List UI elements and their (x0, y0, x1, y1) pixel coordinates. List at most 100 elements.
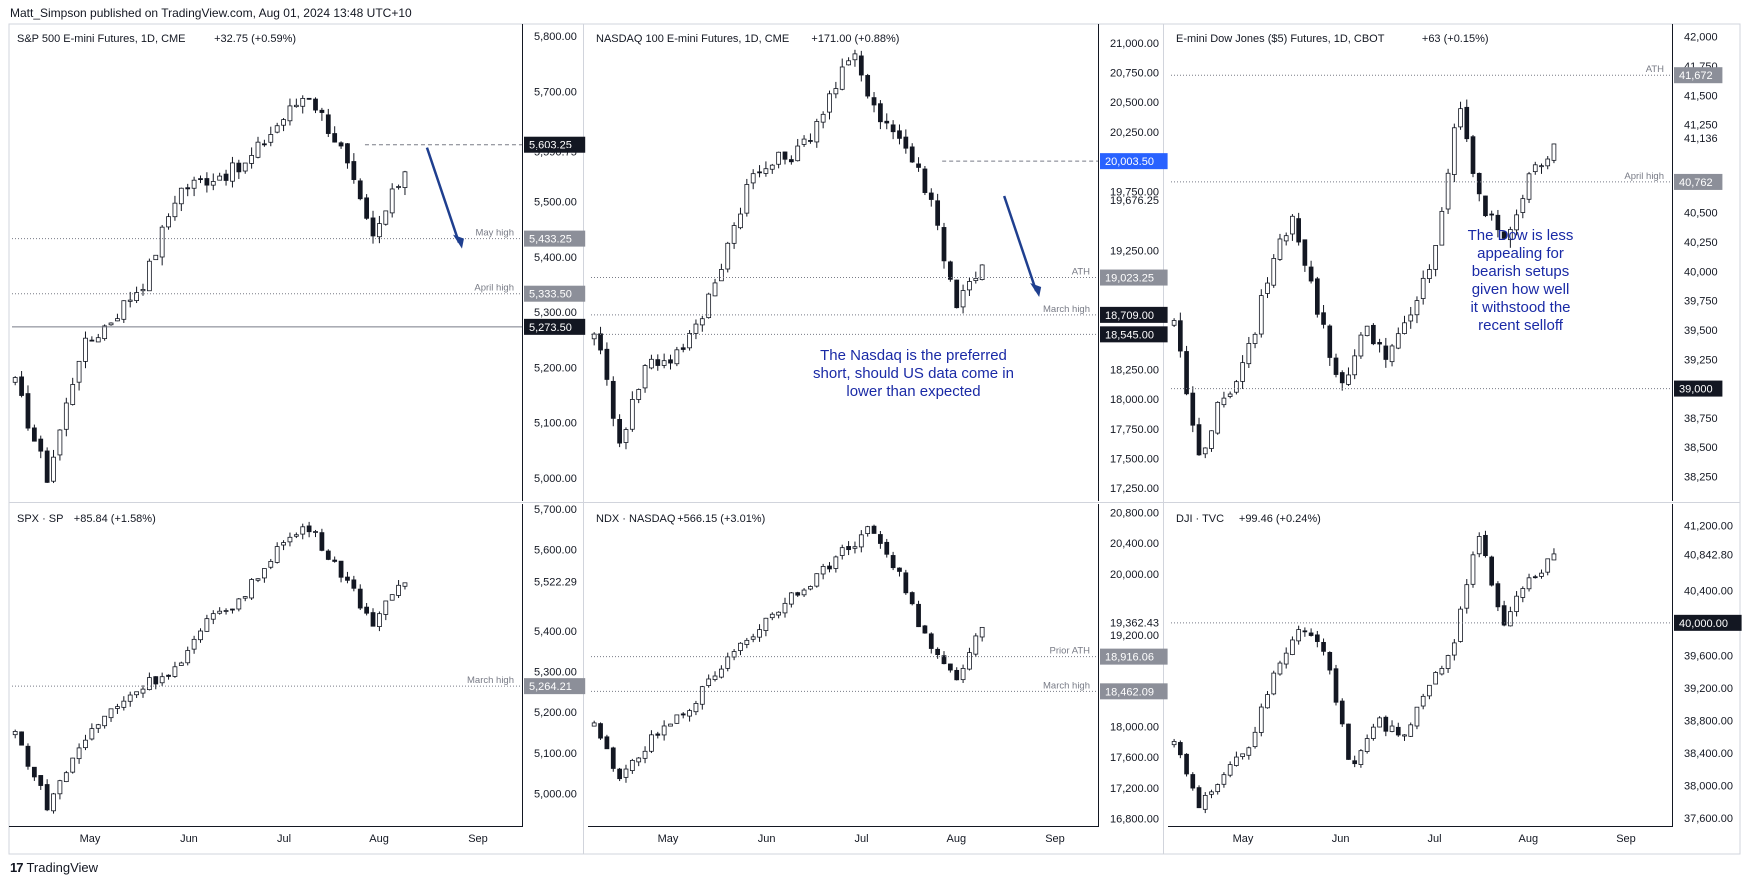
candle-body (878, 103, 883, 123)
candle-body (1234, 756, 1239, 766)
price-tick-label: 38,400.00 (1684, 748, 1733, 760)
candle-body (38, 775, 44, 786)
candle-body (1526, 173, 1532, 200)
candle-body (598, 333, 603, 351)
candle-body (146, 677, 152, 691)
candle-body (1339, 700, 1345, 725)
chart-change: +63 (+0.15%) (1422, 33, 1489, 45)
candle-body (1551, 553, 1557, 561)
candle-body (598, 723, 603, 739)
candle-body (1302, 630, 1308, 633)
candle-body (102, 715, 108, 727)
candle-body (287, 105, 293, 122)
candle-body (274, 546, 280, 563)
candle-body (750, 636, 756, 640)
candle-body (1296, 218, 1301, 243)
candle-body (1171, 320, 1177, 326)
candle-body (370, 612, 376, 627)
price-tick-label: 5,600.00 (534, 545, 577, 557)
candle-body (1178, 742, 1183, 756)
candle-body (1420, 277, 1426, 299)
level-label: April high (1624, 171, 1664, 182)
annotation-line: appealing for (1477, 245, 1564, 262)
chart-change: +566.15 (+3.01%) (677, 513, 765, 525)
candle-body (947, 663, 953, 671)
candle-body (1171, 741, 1177, 746)
candle-body (255, 578, 261, 581)
candle-body (236, 598, 242, 610)
chart-title: SPX · SP (17, 513, 63, 525)
price-tick-label: 38,500 (1684, 442, 1718, 454)
price-tick-label: 18,250.00 (1110, 364, 1159, 376)
price-tick-label: 40,500 (1684, 208, 1718, 220)
candle-body (795, 592, 801, 596)
candle-body (402, 171, 408, 188)
candle-body (345, 143, 350, 164)
candle-body (1227, 764, 1233, 776)
candle-body (897, 567, 902, 572)
candle-body (1352, 760, 1358, 765)
chart-title: NASDAQ 100 E-mini Futures, 1D, CME (596, 33, 789, 45)
price-tick-label: 5,700.00 (534, 504, 577, 516)
candle-body (1314, 634, 1320, 642)
level-label: March high (1043, 680, 1090, 691)
candle-body (655, 359, 661, 366)
price-tick-label: 41,500 (1684, 90, 1718, 102)
candle-body (204, 618, 210, 632)
candle-body (1240, 362, 1245, 382)
price-tag-label: 5,273.50 (529, 322, 572, 334)
candle-body (351, 579, 357, 589)
candle-body (776, 611, 782, 616)
level-label: ATH (1646, 64, 1664, 75)
candle-body (44, 784, 50, 811)
candle-body (1339, 372, 1345, 384)
price-tag (524, 678, 586, 695)
candle-body (95, 724, 101, 729)
candle-body (217, 175, 223, 181)
candle-body (402, 582, 408, 587)
candle-body (134, 292, 139, 301)
candle-body (115, 706, 120, 709)
candle-body (1532, 576, 1538, 579)
month-tick-label: Sep (1616, 833, 1636, 845)
candle-body (801, 138, 807, 145)
candle-body (51, 793, 56, 812)
candle-body (1383, 716, 1389, 732)
candle-body (1545, 558, 1551, 573)
month-tick-label: Sep (1045, 833, 1065, 845)
candle-body (389, 188, 395, 214)
candle-body (922, 168, 928, 193)
price-tick-label: 20,250.00 (1110, 127, 1159, 139)
candle-body (377, 613, 382, 628)
candle-body (300, 98, 306, 107)
candle-body (1520, 588, 1526, 598)
candle-body (1202, 447, 1208, 455)
candle-body (1327, 325, 1333, 358)
candle-body (332, 559, 338, 562)
candle-body (63, 402, 69, 430)
candle-body (1445, 655, 1451, 669)
candle-body (973, 277, 979, 281)
candle-body (1265, 694, 1270, 709)
candle-body (1420, 695, 1426, 707)
last-price-label: 5,590.75 (534, 147, 577, 159)
tradingview-footer[interactable]: 17 TradingView (10, 860, 98, 875)
candle-body (814, 573, 820, 587)
candle-body (31, 766, 37, 778)
candle-body (744, 639, 750, 645)
candle-body (12, 731, 18, 736)
price-tick-label: 40,000 (1684, 266, 1718, 278)
candle-body (1346, 723, 1351, 760)
annotation-line: The Nasdaq is the preferred (820, 347, 1007, 364)
candle-body (242, 596, 248, 599)
price-tick-label: 17,250.00 (1110, 483, 1159, 495)
candle-body (396, 584, 401, 596)
candle-body (731, 651, 737, 658)
candle-body (1371, 324, 1376, 345)
candle-body (76, 747, 82, 760)
candle-body (166, 216, 171, 228)
candle-body (345, 576, 350, 581)
candle-body (210, 181, 216, 186)
candle-body (623, 768, 629, 778)
